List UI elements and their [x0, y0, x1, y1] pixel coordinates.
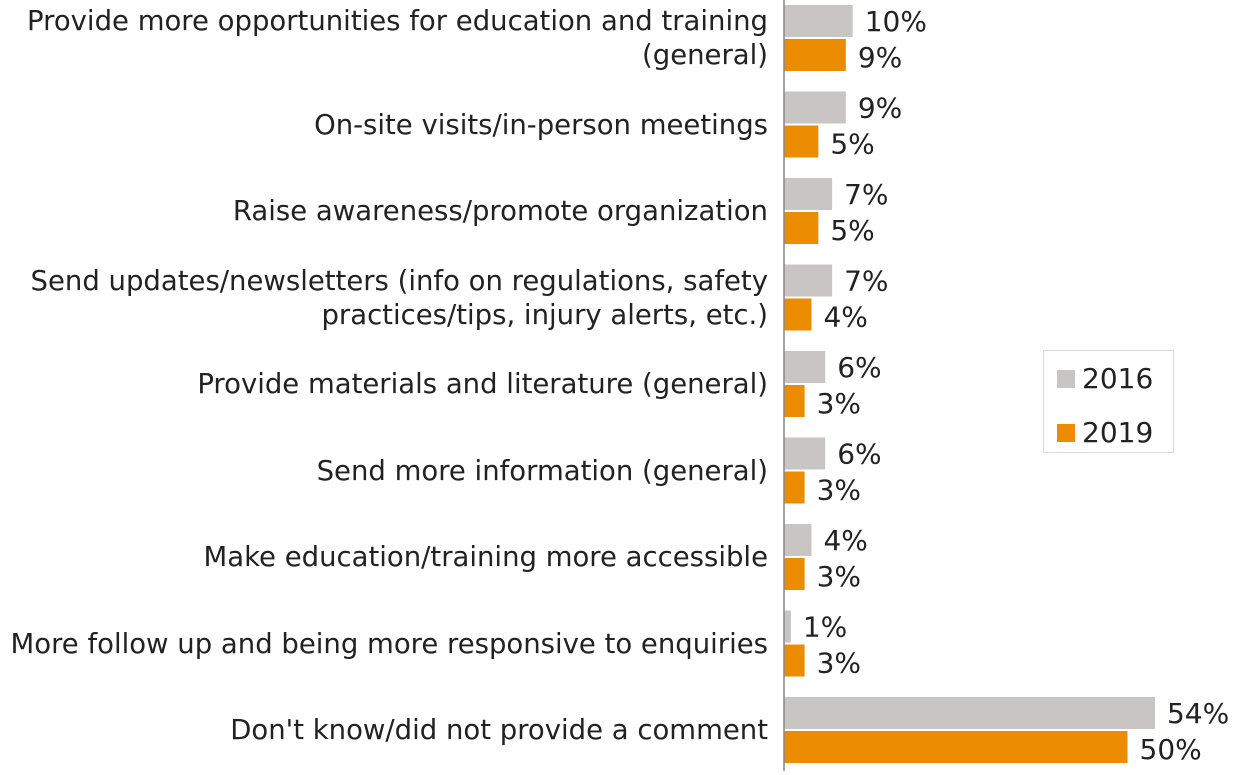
bar: [784, 5, 853, 37]
value-label: 6%: [837, 351, 881, 384]
value-label: 3%: [817, 647, 861, 680]
category-label: Provide more opportunities for education…: [27, 5, 768, 71]
bar: [784, 644, 805, 677]
value-label: 7%: [844, 265, 888, 298]
value-label: 7%: [844, 178, 888, 211]
legend: 2016 2019: [1043, 350, 1174, 453]
bar: [784, 39, 846, 71]
value-label: 3%: [817, 474, 861, 507]
category-label: Send updates/newsletters (info on regula…: [30, 264, 768, 331]
bar: [784, 351, 826, 383]
bar: [784, 697, 1155, 729]
bar: [784, 471, 805, 504]
category-label: Send more information (general): [316, 454, 768, 487]
value-label: 9%: [858, 41, 902, 74]
value-label: 10%: [865, 5, 927, 38]
bar: [784, 178, 833, 210]
value-label: 5%: [830, 214, 874, 247]
bar: [784, 558, 805, 590]
value-label: 9%: [858, 92, 902, 125]
value-label: 6%: [837, 438, 881, 471]
value-label: 5%: [830, 128, 874, 161]
value-label: 3%: [817, 387, 861, 420]
value-label: 3%: [817, 560, 861, 593]
category-label: Make education/training more accessible: [203, 541, 768, 573]
bar: [784, 298, 812, 331]
bar: [784, 524, 812, 556]
value-label: 4%: [823, 301, 867, 334]
category-label: On-site visits/in-person meetings: [314, 108, 768, 141]
bar: [784, 264, 833, 297]
legend-swatch: [1057, 424, 1075, 442]
category-label: Don't know/did not provide a comment: [230, 714, 768, 746]
bar: [784, 731, 1128, 763]
bar: [784, 385, 805, 417]
legend-item: 2016: [1057, 362, 1154, 395]
legend-label: 2016: [1082, 362, 1154, 395]
value-label: 50%: [1140, 733, 1202, 766]
value-label: 54%: [1167, 697, 1229, 730]
bar: [784, 125, 819, 158]
category-label: More follow up and being more responsive…: [10, 627, 768, 660]
category-label: Provide materials and literature (genera…: [197, 368, 768, 400]
category-label: Raise awareness/promote organization: [232, 195, 768, 227]
value-label: 1%: [803, 611, 847, 644]
legend-label: 2019: [1082, 416, 1154, 449]
bar: [784, 437, 826, 470]
bar: [784, 610, 791, 643]
bar: [784, 91, 846, 124]
legend-item: 2019: [1057, 416, 1154, 449]
legend-swatch: [1057, 370, 1075, 388]
bar: [784, 212, 819, 244]
value-label: 4%: [823, 524, 867, 557]
